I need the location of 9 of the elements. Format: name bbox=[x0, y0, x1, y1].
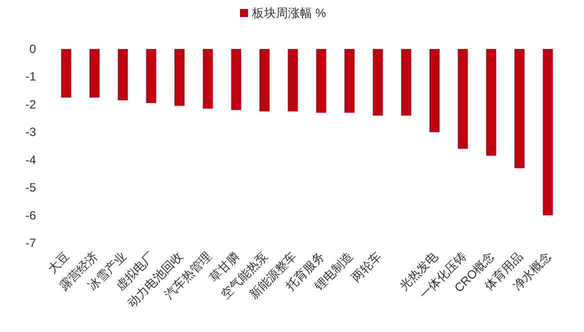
y-tick-label: 0 bbox=[29, 42, 36, 56]
legend-label: 板块周涨幅 % bbox=[251, 6, 326, 20]
y-tick-label: -6 bbox=[25, 208, 36, 222]
y-tick-label: -4 bbox=[25, 152, 36, 167]
y-tick-label: -2 bbox=[25, 97, 36, 112]
y-tick-label: -7 bbox=[25, 236, 36, 250]
y-tick-label: -3 bbox=[25, 125, 36, 140]
y-tick-label: -1 bbox=[25, 70, 36, 84]
y-tick-label: -5 bbox=[25, 180, 36, 195]
